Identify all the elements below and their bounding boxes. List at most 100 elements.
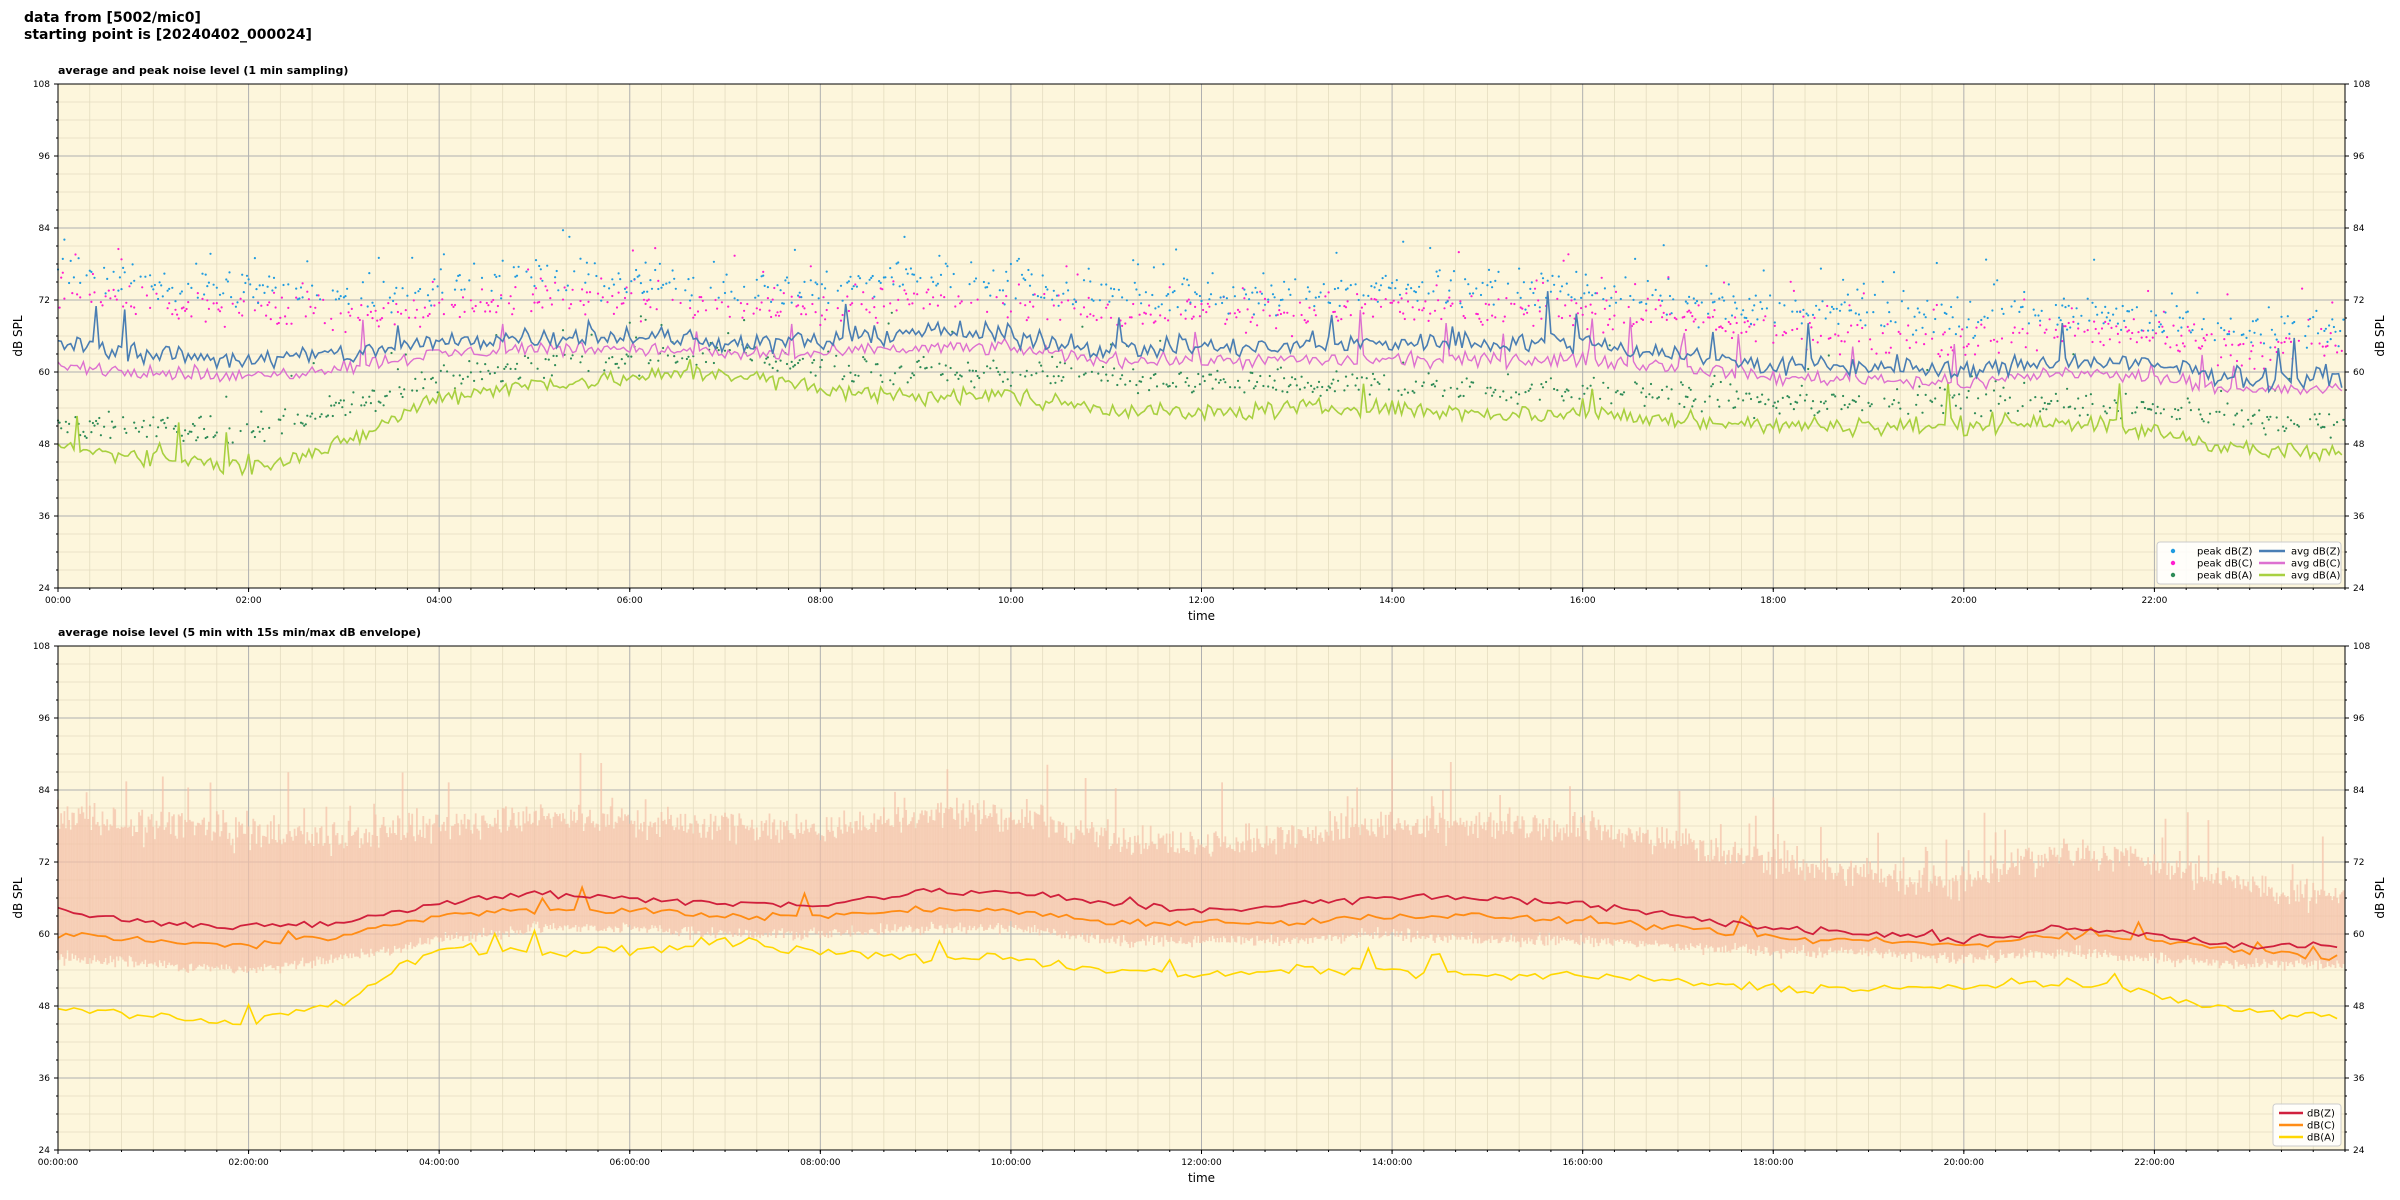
- peak-dbz-point: [762, 274, 765, 277]
- peak-dba-point: [898, 366, 901, 369]
- peak-dbc-point: [1775, 334, 1778, 337]
- peak-dba-point: [1842, 394, 1845, 398]
- peak-dbz-point: [2120, 328, 2123, 331]
- peak-dbc-point: [895, 309, 898, 312]
- peak-dbc-point: [1027, 316, 1030, 319]
- peak-dba-point: [986, 365, 989, 368]
- peak-dbz-point: [1540, 272, 1543, 275]
- peak-dbc-point: [458, 315, 461, 319]
- peak-dba-point: [1830, 393, 1834, 396]
- peak-dbc-point: [692, 316, 695, 319]
- peak-dbz-point: [633, 278, 636, 281]
- peak-dbz-point: [595, 274, 598, 278]
- peak-dbc-point: [344, 330, 347, 334]
- peak-dbz-point: [1227, 312, 1230, 315]
- peak-dbc-point: [1391, 301, 1394, 304]
- peak-dbc-point: [1870, 348, 1873, 351]
- peak-dba-point: [439, 369, 442, 372]
- peak-dbc-point: [642, 298, 646, 301]
- peak-dbz-point: [2293, 320, 2296, 324]
- peak-dbz-point: [1832, 307, 1835, 311]
- peak-dbz-point: [428, 299, 431, 302]
- peak-dba-point: [166, 416, 169, 419]
- peak-dbc-point: [155, 292, 158, 295]
- peak-dbz-point: [847, 280, 851, 283]
- peak-dbc-point: [646, 299, 649, 302]
- peak-dbc-point: [2145, 336, 2148, 339]
- peak-dbc-point: [779, 310, 782, 313]
- peak-dbc-point: [1259, 290, 1262, 293]
- peak-dba-point: [660, 323, 663, 327]
- peak-dbc-point: [1262, 309, 1265, 312]
- peak-dba-point: [998, 373, 1001, 376]
- peak-dbc-point: [1519, 306, 1522, 309]
- peak-dbc-point: [1572, 324, 1575, 327]
- peak-dbz-point: [1640, 301, 1643, 304]
- peak-dbc-point: [1371, 315, 1375, 318]
- peak-dbc-point: [1370, 297, 1373, 300]
- y-tick-label: 48: [39, 1002, 51, 1012]
- peak-dba-point: [1113, 367, 1116, 370]
- peak-dbz-point: [1256, 291, 1259, 294]
- peak-dba-point: [214, 434, 217, 437]
- peak-dba-point: [1421, 384, 1424, 388]
- peak-dba-point: [1298, 388, 1302, 391]
- peak-dba-point: [2007, 412, 2010, 415]
- peak-dbc-point: [426, 314, 430, 317]
- peak-dba-point: [1994, 380, 1997, 383]
- peak-dbz-point: [912, 273, 916, 276]
- peak-dbc-point: [762, 270, 765, 273]
- peak-dbc-point: [1424, 300, 1427, 303]
- peak-dbc-point: [774, 314, 778, 317]
- legend-label: dB(C): [2307, 1121, 2335, 1132]
- peak-dbc-point: [1089, 313, 1092, 316]
- peak-dbc-point: [1973, 353, 1977, 356]
- peak-dbc-point: [2126, 330, 2129, 333]
- peak-dbc-point: [1748, 325, 1751, 328]
- peak-dbc-point: [1481, 323, 1484, 326]
- peak-dbc-point: [539, 277, 542, 280]
- peak-dbz-point: [617, 272, 620, 275]
- peak-dba-point: [2142, 401, 2145, 404]
- peak-dba-point: [2159, 412, 2162, 415]
- peak-dbc-point: [2240, 364, 2243, 367]
- peak-dbc-point: [2086, 329, 2089, 332]
- peak-dba-point: [1489, 386, 1492, 389]
- peak-dbz-point: [180, 290, 183, 293]
- peak-dba-point: [906, 381, 909, 384]
- y-tick-label: 48: [2353, 1002, 2365, 1012]
- peak-dbc-point: [739, 302, 743, 305]
- peak-dbz-point: [2002, 312, 2005, 315]
- peak-dba-point: [1942, 411, 1945, 415]
- peak-dba-point: [1229, 386, 1232, 389]
- peak-dba-point: [282, 414, 285, 417]
- peak-dba-point: [1465, 377, 1468, 380]
- peak-dba-point: [2124, 392, 2127, 395]
- peak-dbc-point: [2269, 358, 2272, 361]
- peak-dbz-point: [820, 283, 824, 286]
- peak-dba-point: [1827, 354, 1830, 357]
- peak-dba-point: [1162, 382, 1165, 385]
- peak-dba-point: [647, 362, 650, 365]
- peak-dba-point: [2039, 410, 2042, 413]
- peak-dbz-point: [1756, 318, 1759, 321]
- peak-dbc-point: [2154, 332, 2158, 335]
- peak-dba-point: [434, 381, 438, 384]
- peak-dbc-point: [1614, 290, 1618, 293]
- peak-dbc-point: [2039, 324, 2042, 327]
- peak-dbz-point: [234, 305, 237, 308]
- peak-dba-point: [155, 435, 158, 438]
- peak-dbc-point: [285, 322, 288, 325]
- peak-dbc-point: [2053, 336, 2056, 339]
- page-header: data from [5002/mic0] starting point is …: [24, 10, 312, 44]
- peak-dbc-point: [1335, 315, 1338, 318]
- peak-dbz-point: [541, 279, 544, 282]
- peak-dbc-point: [2061, 340, 2064, 343]
- x-tick-label: 04:00:00: [419, 1158, 460, 1168]
- peak-dba-point: [1678, 402, 1681, 405]
- peak-dba-point: [1492, 391, 1495, 394]
- peak-dbc-point: [1600, 276, 1603, 279]
- peak-dba-point: [2150, 408, 2153, 411]
- peak-dbz-point: [344, 295, 347, 298]
